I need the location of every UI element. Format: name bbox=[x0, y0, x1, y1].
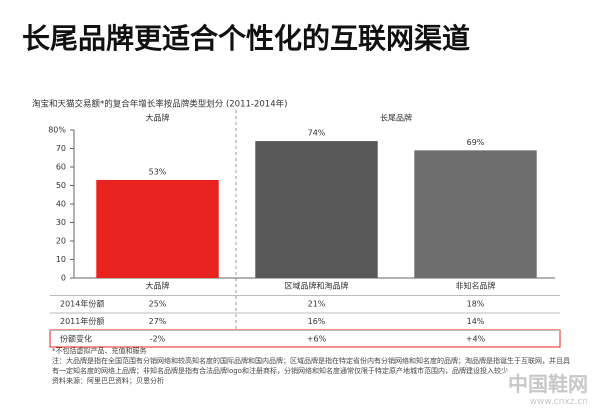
value-label: 74% bbox=[308, 129, 326, 138]
group-label: 大品牌 bbox=[146, 113, 170, 123]
y-tick-label: 70 bbox=[56, 144, 66, 153]
table-cell: +6% bbox=[307, 335, 327, 344]
y-tick-label: 60 bbox=[56, 163, 66, 172]
footnote: 注：大品牌是指在全国范围有分销网络和较高知名度的国际品牌和国内品牌；区域品牌是指… bbox=[52, 357, 570, 375]
y-tick-label: 10 bbox=[56, 255, 66, 264]
table-cell: 16% bbox=[308, 317, 326, 326]
notes: *不包括虚拟产品、充值和服务注：大品牌是指在全国范围有分销网络和较高知名度的国际… bbox=[52, 346, 572, 386]
chart-subtitle: 淘宝和天猫交易额*的复合年增长率按品牌类型划分 (2011-2014年) bbox=[32, 99, 287, 110]
group-label: 长尾品牌 bbox=[380, 113, 412, 123]
value-label: 53% bbox=[149, 167, 167, 176]
y-tick-label: 20 bbox=[56, 237, 66, 246]
bar bbox=[96, 179, 219, 278]
bar bbox=[414, 150, 537, 278]
table-cell: 21% bbox=[308, 300, 326, 309]
watermark: 中国鞋网 www.cnxz.cn bbox=[508, 368, 588, 407]
table-cell: -2% bbox=[150, 335, 166, 344]
value-label: 69% bbox=[467, 138, 485, 147]
table-cell: 14% bbox=[467, 317, 485, 326]
y-tick-label: 80% bbox=[48, 126, 66, 135]
y-tick-label: 0 bbox=[61, 274, 66, 283]
table-cell: 25% bbox=[149, 300, 167, 309]
footnote: *不包括虚拟产品、充值和服务 bbox=[52, 347, 147, 355]
row-label: 份额变化 bbox=[60, 334, 92, 344]
x-tick-label: 非知名品牌 bbox=[456, 281, 496, 291]
x-tick-label: 区域品牌和淘品牌 bbox=[285, 281, 349, 291]
chart-title: 长尾品牌更适合个性化的互联网渠道 bbox=[22, 22, 470, 55]
table-cell: 18% bbox=[467, 300, 485, 309]
table-cell: 27% bbox=[149, 317, 167, 326]
watermark-text: 中国鞋网 bbox=[508, 372, 588, 396]
bar bbox=[255, 141, 378, 278]
x-tick-label: 大品牌 bbox=[146, 281, 170, 291]
watermark-text: www.cnxz.cn bbox=[529, 397, 588, 407]
table-cell: +4% bbox=[466, 335, 486, 344]
footnote: 资料来源：阿里巴巴资料；贝恩分析 bbox=[52, 377, 164, 385]
y-tick-label: 50 bbox=[56, 181, 66, 190]
row-label: 2014年份额 bbox=[60, 299, 104, 309]
y-tick-label: 40 bbox=[56, 200, 66, 209]
row-label: 2011年份额 bbox=[60, 316, 104, 326]
y-tick-label: 30 bbox=[56, 218, 66, 227]
